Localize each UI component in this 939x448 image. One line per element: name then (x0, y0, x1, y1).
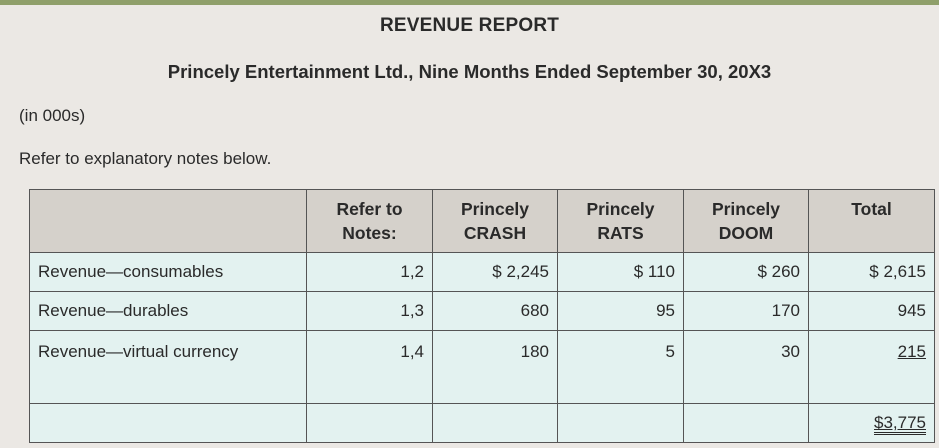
row-crash: 180 (432, 330, 558, 404)
report-subtitle: Princely Entertainment Ltd., Nine Months… (167, 61, 772, 82)
grand-total-row: $3,775 (29, 403, 935, 443)
row-label: Revenue—consumables (29, 252, 307, 292)
revenue-table: Refer to Notes: Princely CRASH Princely … (29, 189, 935, 443)
row-total: $ 2,615 (808, 252, 935, 292)
refer-note: Refer to explanatory notes below. (19, 149, 272, 168)
row-notes: 1,2 (306, 252, 433, 292)
table-row: Revenue—virtual currency 1,4 180 5 30 21… (29, 330, 935, 404)
table-row: Revenue—consumables 1,2 $ 2,245 $ 110 $ … (29, 252, 935, 292)
grand-total-cell: $3,775 (808, 403, 935, 443)
report-title: REVENUE REPORT (379, 15, 560, 36)
row-total: 945 (808, 291, 935, 331)
grand-total-value: $3,775 (874, 413, 926, 435)
row-crash: $ 2,245 (432, 252, 558, 292)
header-princely-doom: Princely DOOM (683, 189, 809, 253)
row-label: Revenue—durables (29, 291, 307, 331)
header-total: Total (808, 189, 935, 253)
subtotal-value: 215 (897, 342, 926, 361)
row-notes: 1,3 (306, 291, 433, 331)
header-princely-rats: Princely RATS (557, 189, 684, 253)
row-doom: $ 260 (683, 252, 809, 292)
row-rats: 95 (557, 291, 684, 331)
table-header-row: Refer to Notes: Princely CRASH Princely … (29, 189, 935, 253)
empty-cell (306, 403, 433, 443)
empty-cell (432, 403, 558, 443)
row-rats: $ 110 (557, 252, 684, 292)
empty-cell (683, 403, 809, 443)
row-crash: 680 (432, 291, 558, 331)
row-doom: 170 (683, 291, 809, 331)
header-refer-notes: Refer to Notes: (306, 189, 433, 253)
table-row: Revenue—durables 1,3 680 95 170 945 (29, 291, 935, 331)
top-accent-bar (0, 0, 939, 5)
units-note: (in 000s) (19, 106, 86, 125)
row-notes: 1,4 (306, 330, 433, 404)
empty-cell (557, 403, 684, 443)
header-label-cell (29, 189, 307, 253)
row-rats: 5 (557, 330, 684, 404)
empty-cell (29, 403, 307, 443)
header-princely-crash: Princely CRASH (432, 189, 558, 253)
row-label: Revenue—virtual currency (29, 330, 307, 404)
row-doom: 30 (683, 330, 809, 404)
row-total-underlined: 215 (808, 330, 935, 404)
